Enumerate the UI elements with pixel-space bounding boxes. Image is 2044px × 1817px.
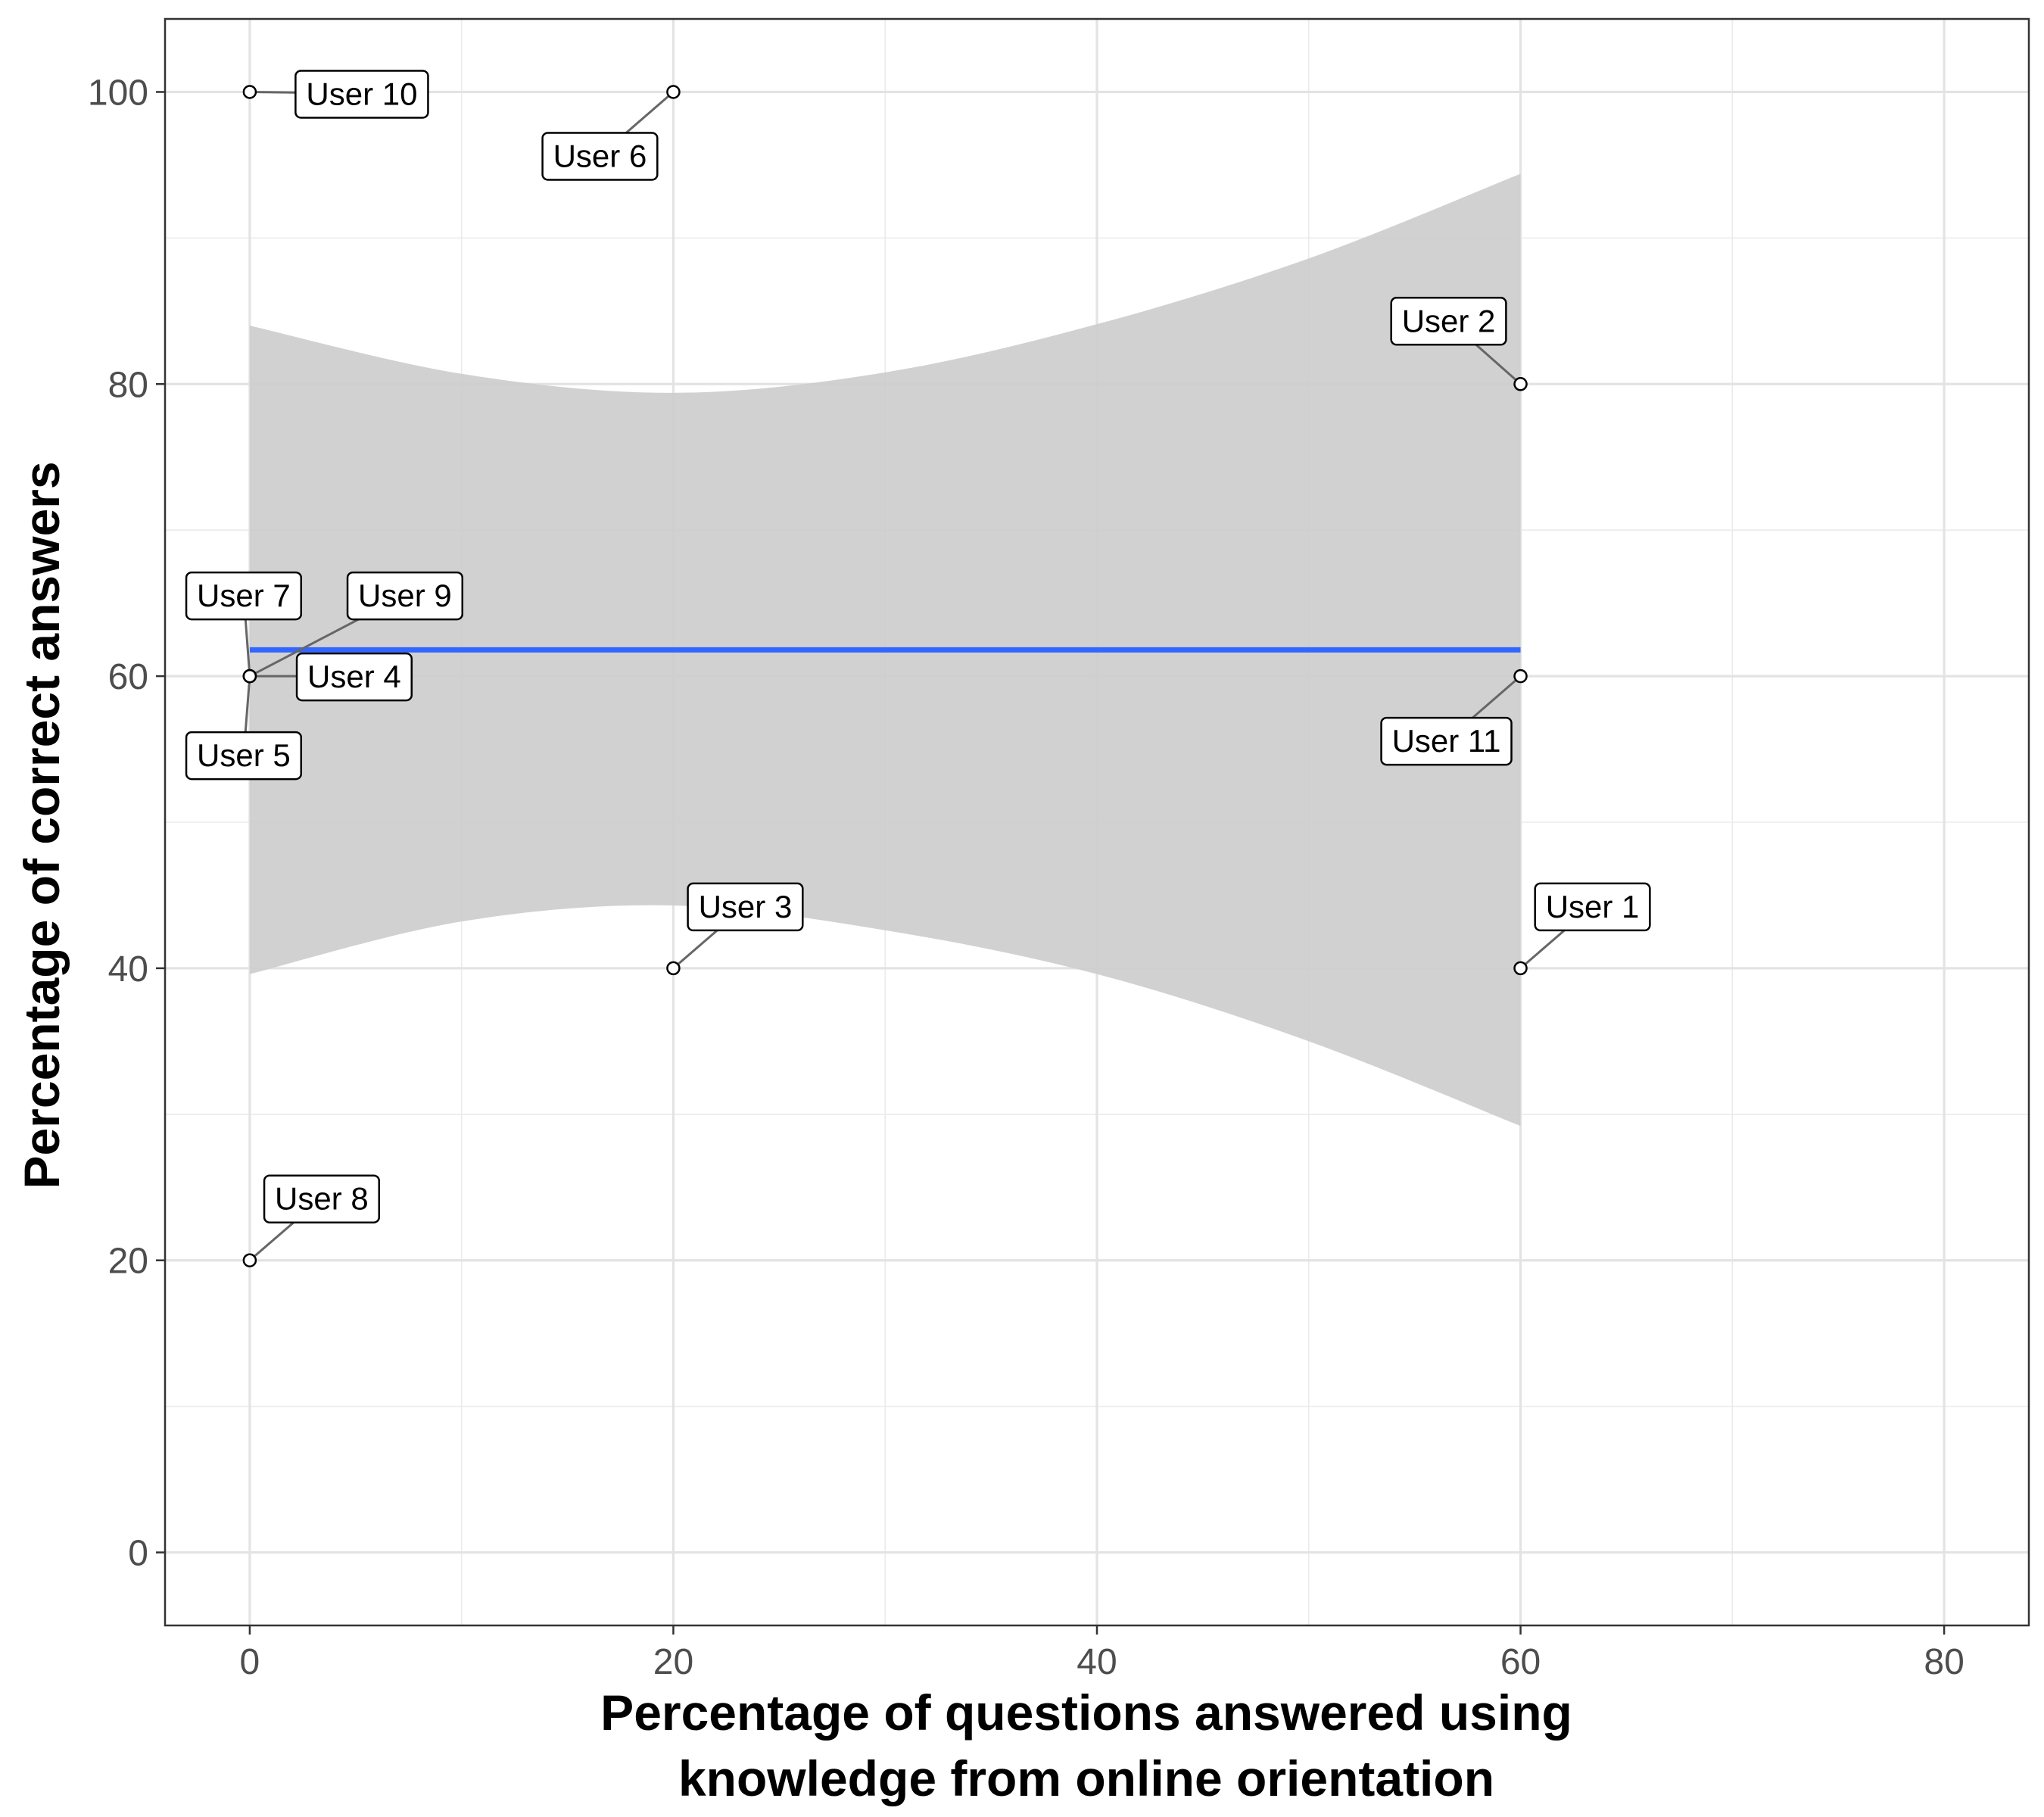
label-user-6: User 6 <box>541 132 659 181</box>
label-box-user-10 <box>294 70 429 119</box>
data-points <box>242 85 1528 1267</box>
label-text-user-5: User 5 <box>197 737 291 773</box>
x-axis-title-line-1: Percentage of questions answered using <box>600 1685 1572 1741</box>
point-user-3 <box>666 961 681 976</box>
label-box-user-11 <box>1380 716 1513 766</box>
label-box-user-9 <box>346 571 464 621</box>
x-tick-label: 20 <box>653 1642 693 1682</box>
label-box-user-5 <box>185 731 303 781</box>
point-user-9 <box>242 669 257 684</box>
label-text-user-1: User 1 <box>1546 889 1640 924</box>
label-text-user-10: User 10 <box>306 76 417 111</box>
x-axis-ticks: 0 20 40 60 80 <box>240 1625 1965 1682</box>
label-box-user-4 <box>295 652 413 702</box>
label-text-user-8: User 8 <box>275 1181 369 1217</box>
point-user-11 <box>1513 669 1528 684</box>
y-tick-label: 100 <box>88 73 148 113</box>
label-user-5: User 5 <box>185 731 303 781</box>
label-user-7: User 7 <box>185 571 303 621</box>
label-text-user-9: User 9 <box>358 578 452 613</box>
label-user-10: User 10 <box>294 70 429 119</box>
y-tick-label: 20 <box>108 1242 148 1282</box>
label-user-9: User 9 <box>346 571 464 621</box>
point-labels: User 1 User 2 User 3 User 4 User 5 User 6 User… <box>185 70 1651 1223</box>
label-box-user-8 <box>263 1174 381 1223</box>
point-user-8 <box>242 1253 257 1267</box>
x-tick-label: 60 <box>1500 1642 1541 1682</box>
y-tick-label: 0 <box>128 1534 148 1574</box>
label-box-user-1 <box>1534 882 1651 932</box>
label-text-user-4: User 4 <box>307 659 401 694</box>
y-tick-label: 80 <box>108 365 148 405</box>
label-user-3: User 3 <box>687 882 804 932</box>
x-tick-label: 0 <box>240 1642 260 1682</box>
point-user-1 <box>1513 961 1528 976</box>
label-text-user-3: User 3 <box>699 889 793 924</box>
y-tick-label: 40 <box>108 949 148 990</box>
label-user-1: User 1 <box>1534 882 1651 932</box>
label-user-8: User 8 <box>263 1174 381 1223</box>
label-text-user-7: User 7 <box>197 578 291 613</box>
label-text-user-2: User 2 <box>1402 303 1496 338</box>
label-user-11: User 11 <box>1380 716 1513 766</box>
label-user-2: User 2 <box>1390 297 1507 346</box>
label-text-user-6: User 6 <box>553 138 647 173</box>
label-text-user-11: User 11 <box>1392 723 1501 759</box>
x-tick-label: 40 <box>1077 1642 1117 1682</box>
label-box-user-6 <box>541 132 659 181</box>
point-user-2 <box>1513 377 1528 391</box>
point-user-10 <box>242 85 257 99</box>
label-user-4: User 4 <box>295 652 413 702</box>
label-box-user-7 <box>185 571 303 621</box>
label-box-user-3 <box>687 882 804 932</box>
x-axis-title-line-2: knowledge from online orientation <box>678 1750 1494 1806</box>
y-tick-label: 60 <box>108 657 148 697</box>
y-axis-title: Percentage of correct answers <box>14 461 70 1189</box>
y-axis-ticks: 0 20 40 60 80 100 <box>88 73 165 1574</box>
label-box-user-2 <box>1390 297 1507 346</box>
x-tick-label: 80 <box>1924 1642 1964 1682</box>
point-user-6 <box>666 85 681 99</box>
